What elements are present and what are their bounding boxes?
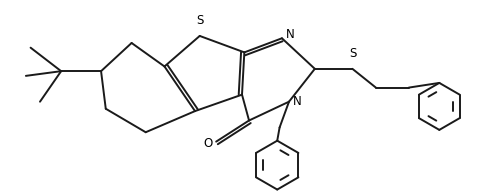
Text: S: S (349, 47, 357, 60)
Text: N: N (293, 95, 302, 108)
Text: O: O (203, 138, 212, 151)
Text: S: S (196, 15, 203, 28)
Text: N: N (286, 29, 294, 42)
